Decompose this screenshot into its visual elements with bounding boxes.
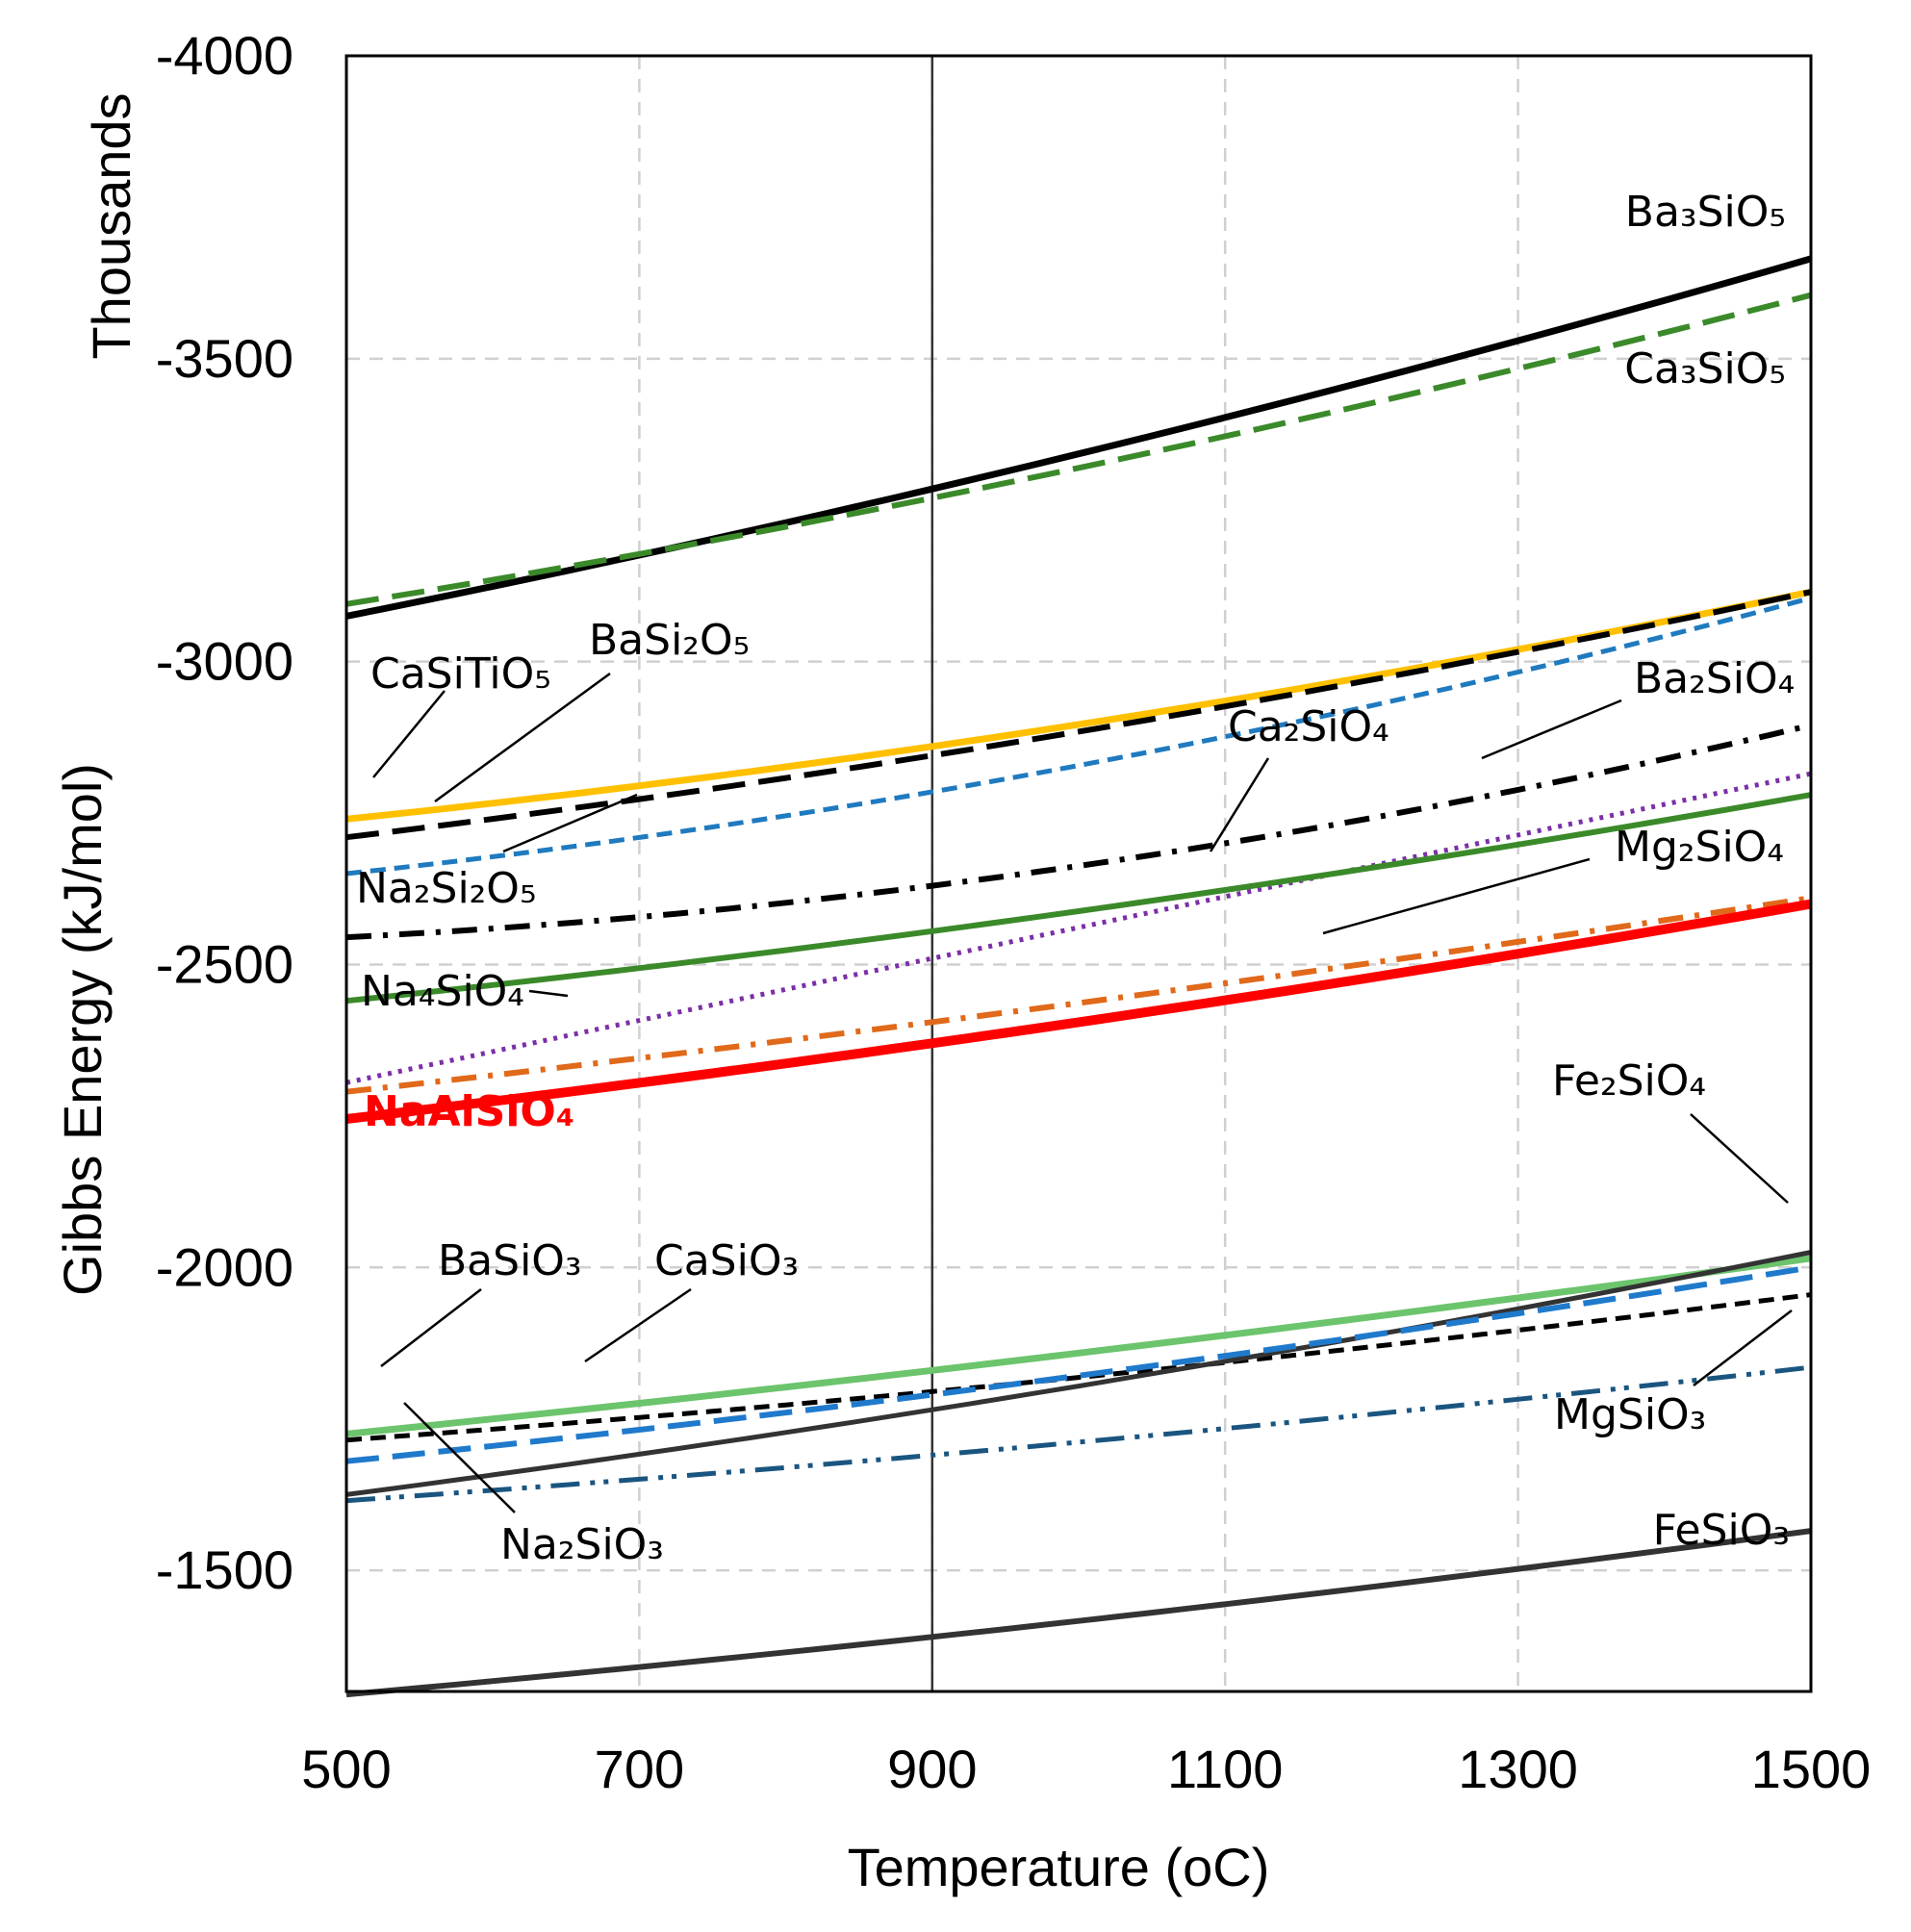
series-labels: CaSiTiO₅ BaSi₂O₅ Na₂Si₂O₅ Ca₂SiO₄ Ba₂SiO₄ Mg₂… xyxy=(356,188,1795,1569)
series-line-Fe2SiO4 xyxy=(345,1250,1812,1497)
leader-line-CaSiO3 xyxy=(584,1287,692,1363)
series-label-Na4SiO4: Na₄SiO₄ xyxy=(361,967,524,1016)
leader-line-Na2SiO3 xyxy=(403,1402,516,1513)
y-tick-label: -3500 xyxy=(156,328,293,389)
series-layer xyxy=(345,255,1812,1698)
series-line-CaSiTiO5 xyxy=(345,588,1812,823)
series-label-Ca3SiO5: Ca₃SiO₅ xyxy=(1624,344,1786,394)
plot-frame xyxy=(344,54,1813,1693)
series-line-Ba2SiO4 xyxy=(345,722,1812,941)
series-line-Na4SiO4 xyxy=(345,771,1812,1085)
x-tick-label: 1500 xyxy=(1751,1739,1872,1799)
leader-line-Mg2SiO4 xyxy=(1322,857,1591,935)
tick-labels: 500 700 900 1100 1300 1500 -4000 -3500 -3000 -250… xyxy=(156,25,1872,1799)
y-tick-label: -2000 xyxy=(156,1236,293,1297)
x-tick-label: 500 xyxy=(301,1739,391,1799)
x-tick-label: 900 xyxy=(887,1739,977,1799)
series-line-BaSi2O5 xyxy=(345,589,1812,841)
series-label-BaSiO3: BaSiO₃ xyxy=(438,1236,582,1285)
x-tick-label: 1300 xyxy=(1458,1739,1578,1799)
series-line-Na2SiO3 xyxy=(345,1264,1812,1464)
x-axis-title: Temperature (oC) xyxy=(848,1837,1270,1897)
grid xyxy=(346,56,1811,1691)
series-label-MgSiO3: MgSiO₃ xyxy=(1554,1390,1706,1439)
series-line-BaSiO3 xyxy=(345,1292,1812,1443)
y-tick-label: -2500 xyxy=(156,933,293,994)
series-label-Ca2SiO4: Ca₂SiO₄ xyxy=(1228,702,1389,751)
series-label-Mg2SiO4: Mg₂SiO₄ xyxy=(1615,823,1784,872)
series-line-Ba3SiO5 xyxy=(345,255,1812,620)
series-line-MgSiO3 xyxy=(345,1364,1812,1504)
series-label-Fe2SiO4: Fe₂SiO₄ xyxy=(1552,1056,1706,1106)
y-tick-label: -1500 xyxy=(156,1539,293,1600)
leader-line-Na4SiO4 xyxy=(528,989,569,998)
series-label-FeSiO3: FeSiO₃ xyxy=(1653,1506,1790,1555)
series-label-BaSi2O5: BaSi₂O₅ xyxy=(589,616,750,665)
leader-lines xyxy=(372,672,1793,1513)
x-tick-label: 1100 xyxy=(1167,1739,1283,1799)
leader-line-Ca2SiO4 xyxy=(1209,757,1270,852)
leader-line-Ba2SiO4 xyxy=(1481,699,1622,760)
leader-line-MgSiO3 xyxy=(1693,1309,1793,1386)
leader-line-CaSiTiO5 xyxy=(372,690,446,778)
series-line-CaSiO3 xyxy=(345,1255,1812,1437)
series-label-Ba2SiO4: Ba₂SiO₄ xyxy=(1634,654,1795,703)
y-axis-title: Gibbs Energy (kJ/mol) xyxy=(52,763,113,1296)
series-line-FeSiO3 xyxy=(345,1528,1812,1698)
series-label-Na2SiO3: Na₂SiO₃ xyxy=(500,1520,664,1569)
y-tick-label: -4000 xyxy=(156,25,293,86)
series-line-NaAlSiO4 xyxy=(345,899,1812,1124)
series-line-Ca2SiO4 xyxy=(345,792,1812,1004)
x-tick-label: 700 xyxy=(595,1739,684,1799)
leader-line-BaSiO3 xyxy=(380,1288,482,1367)
series-label-CaSiTiO5: CaSiTiO₅ xyxy=(370,649,551,699)
series-line-Ca3SiO5 xyxy=(345,292,1812,607)
y-axis-multiplier-label: Thousands xyxy=(81,92,141,359)
leader-line-Na2Si2O5 xyxy=(502,793,638,853)
series-label-CaSiO3: CaSiO₃ xyxy=(654,1236,799,1285)
series-label-Ba3SiO5: Ba₃SiO₅ xyxy=(1625,188,1786,237)
series-line-Na2Si2O5 xyxy=(345,596,1812,877)
y-tick-label: -3000 xyxy=(156,631,293,692)
series-line-Mg2SiO4 xyxy=(345,895,1812,1095)
leader-line-BaSi2O5 xyxy=(434,672,611,803)
series-label-Na2Si2O5: Na₂Si₂O₅ xyxy=(356,864,537,913)
leader-line-Fe2SiO4 xyxy=(1690,1113,1789,1204)
series-label-NaAlSiO4: NaAlSiO₄ xyxy=(364,1087,574,1136)
